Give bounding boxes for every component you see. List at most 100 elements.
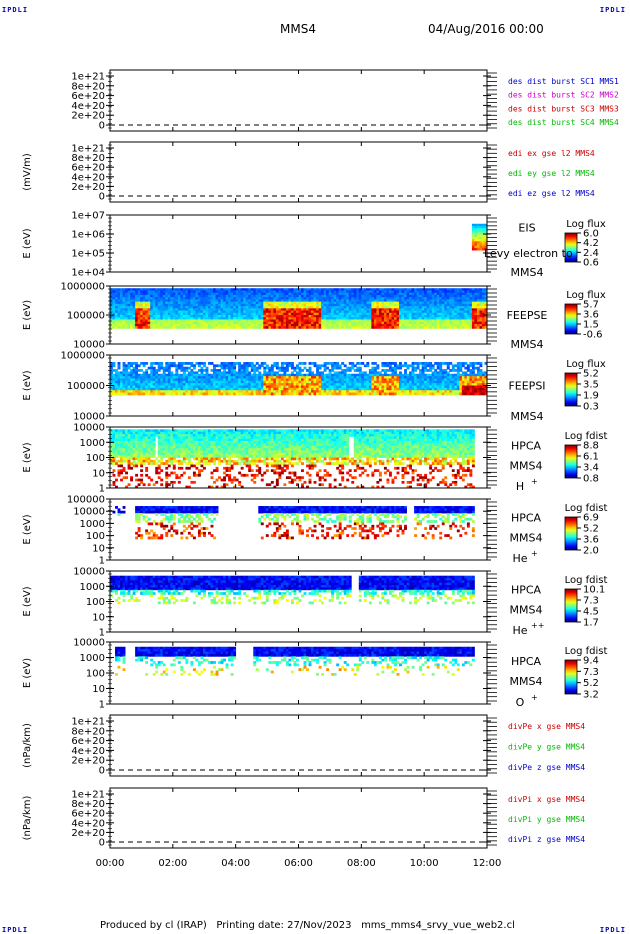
y-tick-label: 0 [99, 766, 105, 777]
instrument-label: HPCA [511, 655, 542, 668]
colorbar-tick-label: 3.6 [583, 310, 599, 321]
colorbar-tick-label: 1.9 [583, 391, 599, 402]
species-charge-label: + [531, 477, 538, 486]
panel-edi [106, 141, 497, 203]
colorbar-tick-label: 2.4 [583, 248, 599, 259]
spacecraft-label: MMS4 [511, 338, 544, 351]
panel-divpi [106, 787, 497, 849]
y-tick-label: 1000 [80, 582, 105, 593]
header-spacecraft: MMS4 [280, 22, 316, 36]
corner-label-bottom-left: IPDLI [2, 926, 29, 934]
y-tick-label: 0 [99, 838, 105, 849]
y-axis-label: E (eV) [22, 300, 33, 330]
colorbar-tick-label: 3.5 [583, 380, 599, 391]
colorbar [564, 516, 578, 551]
legend-entry: divPe z gse MMS4 [508, 763, 585, 772]
panel-feepsi [106, 354, 581, 417]
colorbar-tick-label: 6.1 [583, 452, 599, 463]
panel-hpca_h [106, 426, 581, 489]
colorbar [564, 444, 578, 479]
overlay-label: Levy electron to [484, 247, 573, 260]
y-tick-label: 10000 [73, 638, 105, 649]
y-tick-label: 2e+20 [71, 111, 105, 122]
y-tick-label: 1e+07 [71, 211, 105, 222]
footer-filename: mms_mms4_srvy_vue_web2.cl [361, 920, 515, 931]
header-datetime: 04/Aug/2016 00:00 [428, 22, 544, 36]
y-tick-label: 1000 [80, 653, 105, 664]
instrument-label: EIS [518, 222, 535, 235]
spacecraft-label: MMS4 [510, 460, 543, 473]
y-tick-label: 1e+05 [71, 249, 105, 260]
spacecraft-label: MMS4 [511, 266, 544, 279]
y-tick-label: 100000 [67, 495, 105, 506]
colorbar-tick-label: 10.1 [583, 585, 605, 596]
y-axis-label: E (eV) [22, 442, 33, 472]
species-charge-label: + [531, 693, 538, 702]
y-axis-label: E (eV) [22, 586, 33, 616]
colorbar-tick-label: 5.2 [583, 524, 599, 535]
panel-frame [109, 141, 488, 203]
colorbar-tick-label: -0.6 [583, 330, 603, 341]
panel-frame [109, 214, 488, 273]
y-tick-label: 8e+20 [71, 799, 105, 810]
y-tick-label: 4e+20 [71, 818, 105, 829]
colorbar-tick-label: 5.7 [583, 300, 599, 311]
spacecraft-label: MMS4 [511, 410, 544, 423]
y-tick-label: 10000 [73, 412, 105, 423]
footer-print-date: Printing date: 27/Nov/2023 [216, 920, 352, 931]
colorbar-title: Log fdist [565, 575, 608, 586]
colorbar-tick-label: 0.3 [583, 402, 599, 413]
y-tick-label: 1000 [80, 519, 105, 530]
y-tick-label: 100 [86, 453, 105, 464]
y-axis-label: E (eV) [22, 514, 33, 544]
y-tick-label: 10000 [73, 567, 105, 578]
x-tick-label: 00:00 [96, 858, 125, 869]
footer: Produced by cl (IRAP) Printing date: 27/… [100, 920, 515, 931]
legend-entry: edi ez gse l2 MMS4 [508, 189, 595, 198]
species-label: He [512, 552, 527, 565]
instrument-label: HPCA [511, 512, 542, 525]
y-tick-label: 8e+20 [71, 153, 105, 164]
species-charge-label: ++ [531, 621, 544, 630]
y-axis-label: (nPa/km) [22, 723, 33, 768]
y-tick-label: 1000 [80, 438, 105, 449]
instrument-label: FEEPSI [508, 380, 545, 393]
colorbar-tick-label: 3.6 [583, 535, 599, 546]
x-tick-label: 04:00 [221, 858, 250, 869]
y-tick-label: 10 [92, 468, 105, 479]
y-tick-label: 100 [86, 597, 105, 608]
y-tick-label: 100000 [67, 311, 105, 322]
y-tick-label: 1 [99, 700, 105, 711]
colorbar-tick-label: 9.4 [583, 656, 599, 667]
colorbar [564, 659, 578, 695]
colorbar-tick-label: 1.5 [583, 320, 599, 331]
y-tick-label: 100 [86, 531, 105, 542]
colorbar-tick-label: 3.4 [583, 463, 599, 474]
instrument-label: FEEPSE [507, 309, 548, 322]
colorbar-title: Log fdist [565, 503, 608, 514]
y-axis-label: E (eV) [22, 370, 33, 400]
y-tick-label: 8e+20 [71, 81, 105, 92]
panel-frame [109, 69, 488, 132]
colorbar-tick-label: 0.6 [583, 258, 599, 269]
y-tick-label: 1000000 [60, 351, 105, 362]
colorbar-tick-label: 1.7 [583, 618, 599, 629]
y-tick-label: 10 [92, 543, 105, 554]
y-tick-label: 8e+20 [71, 726, 105, 737]
x-tick-label: 06:00 [284, 858, 313, 869]
y-tick-label: 1 [99, 628, 105, 639]
species-charge-label: + [531, 549, 538, 558]
colorbar-tick-label: 3.2 [583, 690, 599, 701]
spacecraft-label: MMS4 [510, 675, 543, 688]
legend-entry: divPi y gse MMS4 [508, 815, 585, 824]
species-label: O [516, 696, 525, 709]
colorbar-tick-label: 7.3 [583, 596, 599, 607]
panel-feepse [106, 285, 581, 345]
colorbar-tick-label: 6.0 [583, 229, 599, 240]
colorbar-tick-label: 4.2 [583, 238, 599, 249]
y-tick-label: 1e+21 [71, 72, 105, 83]
colorbar-title: Log fdist [565, 646, 608, 657]
y-tick-label: 0 [99, 192, 105, 203]
y-axis-label: (nPa/km) [22, 796, 33, 841]
